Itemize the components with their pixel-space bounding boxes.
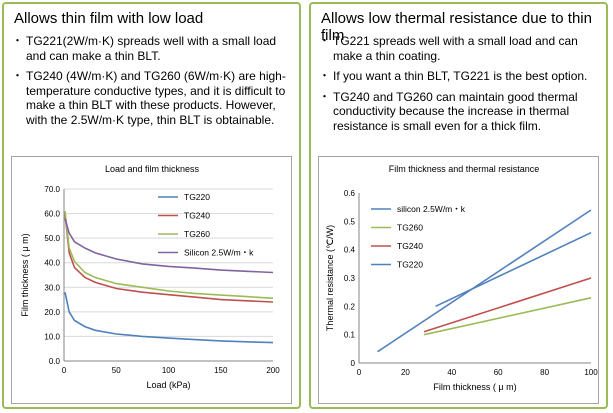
load-thickness-chart: Load and film thickness 0.0 10.0 20.0 30.0 40… <box>11 156 292 404</box>
c1-y-tick-label: 0.3 <box>344 274 356 283</box>
c0-y-tick-label: 70.0 <box>44 185 60 194</box>
right-bullet-list: TG221 spreads well with a small load and… <box>319 34 600 139</box>
left-bullet-list: TG221(2W/m·K) spreads well with a small … <box>12 34 293 133</box>
c0-x-tick-label: 150 <box>214 366 228 375</box>
right-bullet-1: TG221 spreads well with a small load and… <box>319 34 600 63</box>
c1-series-line-3 <box>423 277 592 333</box>
c1-x-axis-label: Film thickness ( μ m) <box>433 382 516 392</box>
c1-x-tick-label: 100 <box>584 368 598 377</box>
c0-x-tick-label: 200 <box>266 366 280 375</box>
c1-y-tick-label: 0 <box>351 359 356 368</box>
c0-y-tick-label: 30.0 <box>44 283 60 292</box>
c0-y-tick-label: 50.0 <box>44 234 60 243</box>
c1-x-tick-label: 80 <box>540 368 549 377</box>
c1-y-tick-label: 0.2 <box>344 302 356 311</box>
c0-x-tick-label: 50 <box>112 366 121 375</box>
c0-y-tick-label: 20.0 <box>44 308 60 317</box>
c1-series-line-4 <box>377 209 592 353</box>
c0-y-tick-label: 0.0 <box>49 357 61 366</box>
thickness-resistance-chart-svg: Film thickness and thermal resistance 0 0.… <box>325 164 598 392</box>
c0-y-tick-label: 60.0 <box>44 210 60 219</box>
c1-legend-label-3: TG240 <box>397 241 423 251</box>
c0-series-line-3 <box>64 211 274 300</box>
thickness-resistance-chart: Film thickness and thermal resistance 0 0.… <box>318 156 599 404</box>
c0-y-tick-label: 10.0 <box>44 332 60 341</box>
c0-legend-label-4: Silicon 2.5W/m・k <box>184 248 254 258</box>
c0-series-line-2 <box>64 213 274 303</box>
left-bullet-1: TG221(2W/m·K) spreads well with a small … <box>12 34 293 63</box>
c0-y-axis-label: Film thickness ( μ m) <box>20 233 30 316</box>
c0-x-tick-label: 100 <box>162 366 176 375</box>
left-panel: Allows thin film with low load TG221(2W/… <box>2 2 301 409</box>
c1-chart-title: Film thickness and thermal resistance <box>389 164 540 174</box>
c1-legend-label-2: TG260 <box>397 223 423 233</box>
right-bullet-2: If you want a thin BLT, TG221 is the bes… <box>319 69 600 84</box>
c0-y-tick-label: 40.0 <box>44 259 60 268</box>
c0-chart-title: Load and film thickness <box>105 164 200 174</box>
c1-series-line-1 <box>435 231 592 308</box>
c0-x-tick-label: 0 <box>62 366 67 375</box>
right-panel: Allows low thermal resistance due to thi… <box>309 2 608 409</box>
left-bullet-2: TG240 (4W/m·K) and TG260 (6W/m·K) are hi… <box>12 69 293 127</box>
c1-legend-label-4: TG220 <box>397 260 423 270</box>
c1-y-tick-label: 0.4 <box>344 246 356 255</box>
c1-legend-label-1: silicon 2.5W/m・k <box>397 204 466 214</box>
c1-y-tick-label: 0.6 <box>344 189 356 198</box>
c1-x-tick-label: 0 <box>357 368 362 377</box>
c1-x-tick-label: 60 <box>494 368 503 377</box>
c1-series-line-2 <box>423 297 592 336</box>
c1-y-tick-label: 0.5 <box>344 217 356 226</box>
c1-x-tick-label: 20 <box>401 368 410 377</box>
c1-y-axis-label: Thermal resistance (℃/W) <box>325 225 335 331</box>
c0-series-line-4 <box>64 218 274 274</box>
c0-legend-label-3: TG260 <box>184 229 210 239</box>
c0-x-axis-label: Load (kPa) <box>146 380 190 390</box>
c0-legend-label-2: TG240 <box>184 211 210 221</box>
c1-x-tick-label: 40 <box>447 368 456 377</box>
right-bullet-3: TG240 and TG260 can maintain good therma… <box>319 90 600 134</box>
c1-y-tick-label: 0.1 <box>344 331 356 340</box>
left-panel-title: Allows thin film with low load <box>14 10 204 27</box>
c0-series-line-1 <box>64 292 274 344</box>
load-thickness-chart-svg: Load and film thickness 0.0 10.0 20.0 30.0 40… <box>20 164 280 390</box>
c0-legend-label-1: TG220 <box>184 192 210 202</box>
